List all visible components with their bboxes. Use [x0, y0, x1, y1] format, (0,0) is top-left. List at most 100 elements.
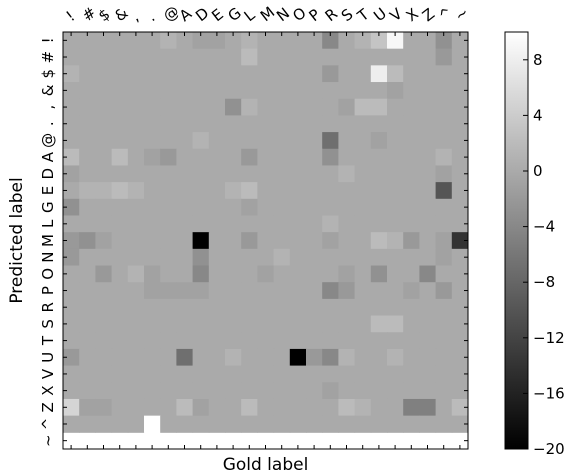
heatmap-cell [63, 182, 80, 200]
heatmap-cell [176, 332, 194, 350]
colorbar-tick-label: 8 [533, 51, 543, 69]
heatmap-cell [208, 48, 226, 66]
heatmap-cell [451, 182, 469, 200]
heatmap-cell [451, 298, 469, 317]
heatmap-cell [273, 98, 291, 116]
heatmap-cell [160, 182, 177, 200]
y-tick-label: , [39, 105, 57, 110]
heatmap-cell [370, 115, 388, 133]
heatmap-cell [192, 265, 210, 283]
heatmap-cell [208, 115, 226, 133]
y-tick-label: T [39, 335, 57, 346]
heatmap-cell [322, 248, 339, 267]
y-tick-label: ~ [39, 434, 57, 447]
heatmap-cell [435, 215, 453, 233]
heatmap-cell [144, 365, 161, 383]
heatmap-cell [63, 282, 80, 300]
heatmap-cell [127, 315, 145, 333]
heatmap-cell [370, 132, 388, 150]
heatmap-cell [176, 232, 194, 250]
heatmap-cell [144, 198, 161, 216]
heatmap-cell [192, 148, 210, 166]
heatmap-cell [160, 165, 177, 183]
heatmap-cell [144, 48, 161, 66]
heatmap-cell [322, 198, 339, 216]
heatmap-cell [306, 48, 323, 66]
heatmap-cell [403, 298, 420, 317]
heatmap-cell [192, 32, 210, 50]
heatmap-cell [95, 348, 113, 367]
heatmap-cell [160, 98, 177, 116]
x-tick-label: O [289, 4, 309, 25]
heatmap-cell [322, 415, 339, 433]
heatmap-cell [144, 332, 161, 350]
heatmap-cell [127, 215, 145, 233]
heatmap-cell [338, 232, 356, 250]
heatmap-cell [419, 232, 437, 250]
heatmap-cell [127, 165, 145, 183]
heatmap-cell [111, 98, 129, 116]
heatmap-cell [192, 332, 210, 350]
heatmap-cell [273, 148, 291, 166]
heatmap-cell [111, 315, 129, 333]
heatmap-cell [370, 148, 388, 166]
heatmap-cell [354, 265, 372, 283]
heatmap-cell [160, 315, 177, 333]
heatmap-cell [419, 165, 437, 183]
heatmap-cell [192, 48, 210, 66]
heatmap-cell [176, 215, 194, 233]
heatmap-cell [322, 332, 339, 350]
heatmap-cell [289, 332, 307, 350]
heatmap-cell [419, 182, 437, 200]
heatmap-cell [79, 348, 96, 367]
x-tick-label: ! [62, 7, 78, 25]
heatmap-cell [435, 415, 453, 433]
heatmap-cell [241, 332, 258, 350]
heatmap-cell [111, 415, 129, 433]
heatmap-cell [289, 265, 307, 283]
heatmap-cell [338, 365, 356, 383]
heatmap-cell [322, 282, 339, 300]
heatmap-cell [387, 198, 404, 216]
heatmap-cell [403, 182, 420, 200]
heatmap-cell [111, 248, 129, 267]
y-tick-label: N [39, 252, 57, 263]
heatmap-cell [306, 182, 323, 200]
heatmap-cell [370, 232, 388, 250]
heatmap-cell [451, 65, 469, 83]
heatmap-cell [306, 248, 323, 267]
heatmap-cell [63, 348, 80, 367]
heatmap-cell [354, 315, 372, 333]
heatmap-cell [144, 32, 161, 50]
x-tick-label: E [208, 5, 227, 25]
heatmap-cell [95, 232, 113, 250]
heatmap-cell [127, 382, 145, 400]
heatmap-cell [419, 65, 437, 83]
heatmap-cell [144, 298, 161, 317]
heatmap-cell [127, 65, 145, 83]
heatmap-cell [306, 115, 323, 133]
heatmap-cell [338, 32, 356, 50]
heatmap-cell [435, 265, 453, 283]
heatmap-cell [451, 148, 469, 166]
heatmap-cell [95, 115, 113, 133]
heatmap-cell [338, 65, 356, 83]
heatmap-cell [289, 348, 307, 367]
heatmap-cell [387, 298, 404, 317]
heatmap-cell [273, 415, 291, 433]
heatmap-cell [257, 32, 275, 50]
heatmap-cell [306, 315, 323, 333]
heatmap-cell [241, 215, 258, 233]
heatmap-cell [306, 365, 323, 383]
heatmap-cell [111, 48, 129, 66]
heatmap-cell [306, 332, 323, 350]
heatmap-cell [338, 148, 356, 166]
heatmap-cell [387, 65, 404, 83]
heatmap-cell [111, 165, 129, 183]
heatmap-cell [79, 298, 96, 317]
heatmap-cell [306, 398, 323, 417]
heatmap-cell [387, 32, 404, 50]
heatmap-cell [403, 365, 420, 383]
heatmap-cell [289, 48, 307, 66]
